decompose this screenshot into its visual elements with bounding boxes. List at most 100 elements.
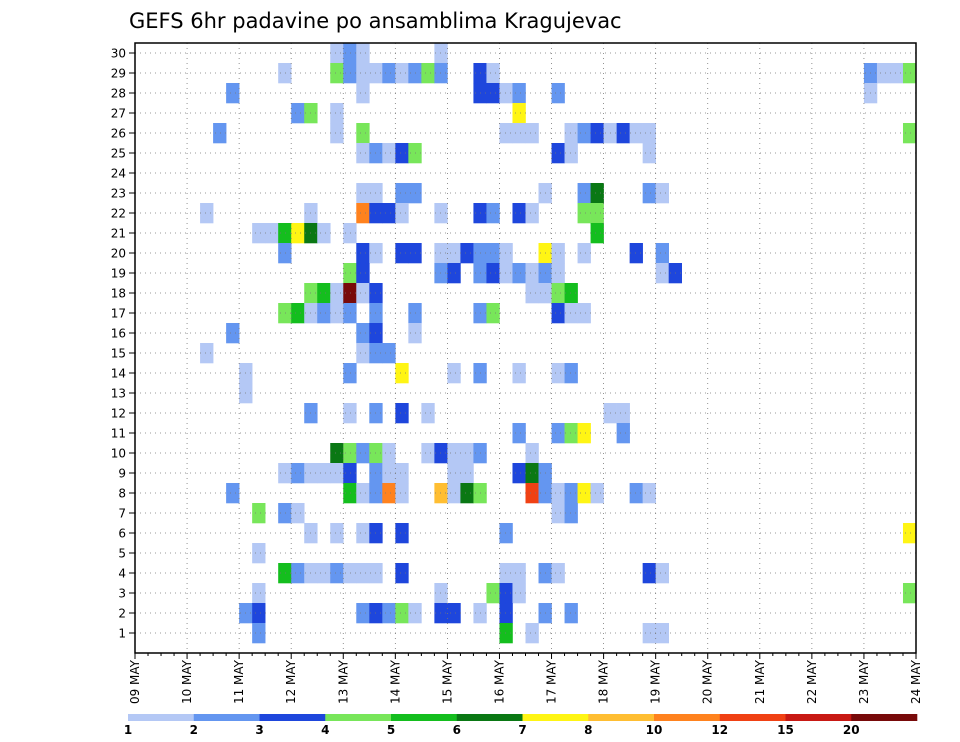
heatmap-cell <box>512 363 526 384</box>
heatmap-cell <box>434 43 448 64</box>
y-tick-label: 15 <box>111 347 126 361</box>
heatmap-cell <box>551 563 565 584</box>
heatmap-cell <box>499 623 513 644</box>
y-tick-label: 29 <box>111 67 126 81</box>
y-tick-label: 1 <box>118 627 126 641</box>
heatmap-cell <box>551 363 565 384</box>
x-tick-label: 24 MAY <box>909 659 923 704</box>
y-tick-label: 7 <box>118 507 126 521</box>
heatmap-cell <box>629 123 643 144</box>
y-tick-label: 18 <box>111 287 126 301</box>
heatmap-cell <box>564 503 578 524</box>
heatmap-cell <box>642 563 656 584</box>
colorbar-swatch <box>325 714 392 721</box>
heatmap-cell <box>551 143 565 164</box>
heatmap-cell <box>564 283 578 304</box>
heatmap-cell <box>343 283 357 304</box>
y-tick-label: 19 <box>111 267 126 281</box>
x-tick-label: 15 MAY <box>440 659 454 704</box>
heatmap-cell <box>642 123 656 144</box>
y-tick-label: 17 <box>111 307 126 321</box>
y-tick-label: 26 <box>111 127 126 141</box>
y-tick-label: 8 <box>118 487 126 501</box>
heatmap-cell <box>395 203 409 224</box>
heatmap-cell <box>343 263 357 284</box>
chart-title: GEFS 6hr padavine po ansamblima Kragujev… <box>129 9 622 33</box>
heatmap-cell <box>278 503 292 524</box>
heatmap-cell <box>330 563 344 584</box>
heatmap-cell <box>382 483 396 504</box>
heatmap-cell <box>356 63 370 84</box>
heatmap-cell <box>356 443 370 464</box>
y-tick-label: 4 <box>118 567 126 581</box>
heatmap-cell <box>343 43 357 64</box>
y-tick-label: 30 <box>111 47 126 61</box>
heatmap-cell <box>356 523 370 544</box>
heatmap-cell <box>343 63 357 84</box>
heatmap-cell <box>551 423 565 444</box>
heatmap-cell <box>629 483 643 504</box>
heatmap-cell <box>902 523 917 544</box>
heatmap-cell <box>317 283 331 304</box>
heatmap-cell <box>434 243 448 264</box>
heatmap-cell <box>395 463 409 484</box>
heatmap-cell <box>252 543 266 564</box>
colorbar-swatch <box>259 714 326 721</box>
heatmap-cell <box>642 143 656 164</box>
heatmap-cell <box>317 223 331 244</box>
heatmap-cell <box>499 243 513 264</box>
heatmap-cell <box>395 183 409 204</box>
heatmap-cell <box>356 83 370 104</box>
heatmap-cell <box>356 43 370 64</box>
heatmap-cell <box>330 283 344 304</box>
heatmap-cell <box>551 303 565 324</box>
heatmap-cell <box>343 463 357 484</box>
heatmap-cell <box>460 483 474 504</box>
heatmap-cell <box>551 263 565 284</box>
x-tick-label: 17 MAY <box>545 659 559 704</box>
heatmap-cell <box>460 243 474 264</box>
heatmap-cell <box>499 523 513 544</box>
x-tick-label: 23 MAY <box>857 659 871 704</box>
heatmap-cell <box>356 563 370 584</box>
x-tick-label: 14 MAY <box>388 659 402 704</box>
heatmap-cell <box>395 363 409 384</box>
heatmap-cell <box>278 463 292 484</box>
heatmap-cell <box>382 63 396 84</box>
heatmap-cell <box>629 243 643 264</box>
heatmap-cell <box>291 563 305 584</box>
y-tick-label: 5 <box>118 547 126 561</box>
y-tick-label: 21 <box>111 227 126 241</box>
heatmap-cell <box>395 483 409 504</box>
heatmap-cell <box>525 483 539 504</box>
heatmap-cell <box>330 123 344 144</box>
y-tick-label: 22 <box>111 207 126 221</box>
heatmap-cell <box>486 243 500 264</box>
heatmap-cell <box>226 483 240 504</box>
heatmap-cell <box>252 603 266 624</box>
heatmap-cell <box>447 603 461 624</box>
colorbar: 1 2 3 4 5 6 7 8 10 12 15 20 <box>124 714 918 737</box>
x-tick-label: 20 MAY <box>701 659 715 704</box>
x-axis: 09 MAY 10 MAY 11 MAY 12 MAY 13 MAY 14 MAY 15 M… <box>128 653 923 704</box>
heatmap-cell <box>447 243 461 264</box>
heatmap-cell <box>213 123 227 144</box>
y-tick-label: 2 <box>118 607 126 621</box>
colorbar-label: 2 <box>190 723 198 737</box>
heatmap-cell <box>902 123 917 144</box>
heatmap-cell <box>434 263 448 284</box>
heatmap-cell <box>278 243 292 264</box>
x-tick-label: 11 MAY <box>232 659 246 704</box>
heatmap-cell <box>382 203 396 224</box>
heatmap-cell <box>512 83 526 104</box>
heatmap-cell <box>434 483 448 504</box>
x-tick-label: 10 MAY <box>180 659 194 704</box>
colorbar-swatch <box>391 714 458 721</box>
heatmap-cell <box>486 83 500 104</box>
heatmap-cell <box>395 243 409 264</box>
heatmap-cell <box>278 303 292 324</box>
y-tick-label: 10 <box>111 447 126 461</box>
y-tick-label: 3 <box>118 587 126 601</box>
heatmap-cell <box>434 583 448 604</box>
